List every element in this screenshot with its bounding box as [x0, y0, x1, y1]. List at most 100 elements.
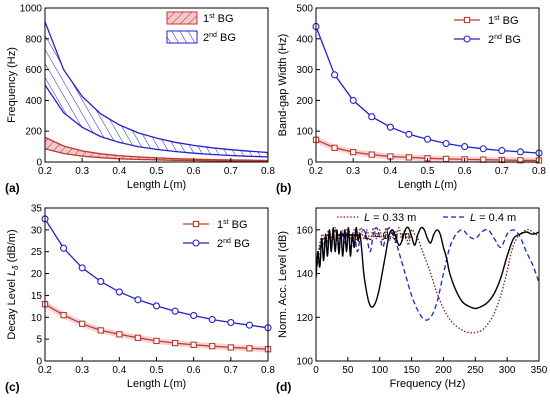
data-point-circle	[134, 296, 142, 304]
panel-a-legend: 1st BG 2nd BG	[166, 11, 236, 44]
x-tick-label: 350	[531, 365, 548, 376]
panel-c-plot	[41, 215, 272, 353]
data-point-square	[116, 331, 123, 338]
data-point-circle	[349, 96, 357, 104]
data-point-circle	[171, 307, 179, 315]
data-point-circle	[115, 288, 123, 296]
panel-d-plot	[316, 226, 539, 334]
y-tick-label: 800	[25, 34, 42, 45]
data-point-circle	[461, 143, 469, 151]
data-point-circle	[442, 139, 450, 148]
y-axis-label: Band-gap Width (Hz)	[277, 34, 289, 137]
band-area-1	[45, 137, 268, 162]
panel-d-legend: L = 0.33 m L = 0.4 m L = 0.5 m	[337, 212, 516, 242]
y-tick-label: 120	[296, 313, 313, 324]
y-tick-label: 0	[36, 357, 42, 368]
x-tick-label: 0.8	[532, 166, 546, 177]
band-upper-edge-2	[44, 21, 269, 154]
y-axis-label: Frequency (Hz)	[6, 47, 18, 123]
x-tick-label: 0	[313, 365, 319, 376]
data-point-square	[171, 339, 179, 347]
band-lower-edge-2	[44, 84, 269, 158]
data-point-square	[153, 337, 160, 345]
data-point-square	[134, 334, 142, 341]
y-tick-label: 300	[296, 65, 313, 76]
data-point-square	[331, 144, 338, 151]
legend-swatch	[166, 11, 198, 25]
y-tick-label: 160	[296, 225, 313, 236]
x-tick-label: 0.5	[421, 166, 435, 177]
data-point-circle	[368, 113, 376, 121]
data-point-square	[246, 345, 253, 352]
data-point-circle	[227, 318, 235, 327]
data-point-square	[209, 342, 216, 350]
panel-label: (d)	[276, 380, 291, 394]
y-tick-label: 100	[296, 127, 313, 138]
data-point-square	[60, 311, 67, 319]
panel-a-axes: 0.2 0.3 0.4 0.5 0.6 0.7 0.8 0 200 400 600 800 1000 Le…	[5, 4, 275, 196]
data-point-circle	[331, 71, 339, 79]
x-tick-label: 0.3	[75, 166, 89, 177]
y-tick-label: 400	[25, 96, 42, 107]
y-tick-label: 20	[31, 269, 43, 280]
response-line-2	[316, 227, 539, 321]
legend-marker-circle	[463, 35, 471, 43]
x-axis-label: Length L(m)	[127, 179, 186, 191]
x-tick-label: 0.5	[150, 166, 164, 177]
panel-b-axes: 0.2 0.3 0.4 0.5 0.6 0.7 0.8 0 100 200 300 400 500 Len…	[276, 4, 546, 196]
legend-marker-circle	[192, 239, 200, 247]
x-tick-label: 0.8	[261, 166, 275, 177]
panel-d-axes: 0 50 100 150 200 250 300 350 100 120 140 160 Frequen…	[276, 207, 548, 394]
x-tick-label: 0.2	[309, 166, 323, 177]
x-tick-label: 0.7	[224, 166, 238, 177]
x-tick-label: 0.3	[75, 365, 89, 376]
data-point-square	[227, 344, 234, 351]
legend-label: 1st BG	[217, 219, 248, 231]
data-point-circle	[190, 311, 198, 320]
panel-c-axes: 0.2 0.3 0.4 0.5 0.6 0.7 0.8 0 5 10 15 20 25 30 35 Lengt…	[5, 204, 275, 395]
data-point-circle	[405, 130, 413, 138]
x-tick-label: 300	[499, 365, 516, 376]
y-tick-label: 5	[36, 335, 42, 346]
panel-label: (c)	[5, 380, 20, 394]
x-tick-label: 50	[342, 365, 354, 376]
x-tick-label: 0.3	[346, 166, 360, 177]
series-line-2	[44, 218, 269, 329]
y-tick-label: 500	[296, 4, 313, 15]
x-tick-label: 150	[403, 365, 420, 376]
x-tick-label: 200	[435, 365, 452, 376]
legend-label: L = 0.5 m	[364, 230, 410, 242]
legend-label: 2nd BG	[217, 238, 250, 250]
data-point-square	[79, 320, 86, 327]
data-point-circle	[386, 123, 394, 131]
data-point-square	[350, 148, 357, 156]
data-point-square	[405, 154, 413, 161]
y-tick-label: 30	[31, 225, 43, 236]
x-tick-label: 0.2	[38, 365, 52, 376]
response-line-1	[316, 227, 539, 334]
y-tick-label: 15	[31, 291, 43, 302]
data-point-circle	[498, 147, 506, 155]
data-point-circle	[516, 148, 524, 156]
data-point-square	[442, 155, 450, 163]
data-point-square	[97, 327, 104, 334]
y-axis-label: Norm. Acc. Level (dB)	[277, 231, 289, 338]
y-tick-label: 600	[25, 65, 42, 76]
x-tick-label: 0.6	[187, 166, 201, 177]
x-tick-label: 100	[371, 365, 388, 376]
y-tick-label: 200	[25, 127, 42, 138]
panel-c-legend: 1st BG 2nd BG	[183, 219, 250, 250]
panel-b-legend: 1st BG 2nd BG	[454, 15, 521, 46]
band-area-2	[45, 21, 268, 157]
data-point-circle	[60, 244, 68, 252]
data-point-square	[368, 151, 375, 158]
panel-label: (b)	[276, 181, 291, 195]
y-tick-label: 400	[296, 34, 313, 45]
legend-label: L = 0.33 m	[364, 212, 416, 224]
x-tick-label: 0.4	[112, 166, 126, 177]
x-tick-label: 0.5	[150, 365, 164, 376]
y-tick-label: 0	[36, 158, 42, 169]
x-tick-label: 0.2	[38, 166, 52, 177]
x-tick-label: 0.7	[495, 166, 509, 177]
legend-label: 1st BG	[203, 13, 234, 25]
